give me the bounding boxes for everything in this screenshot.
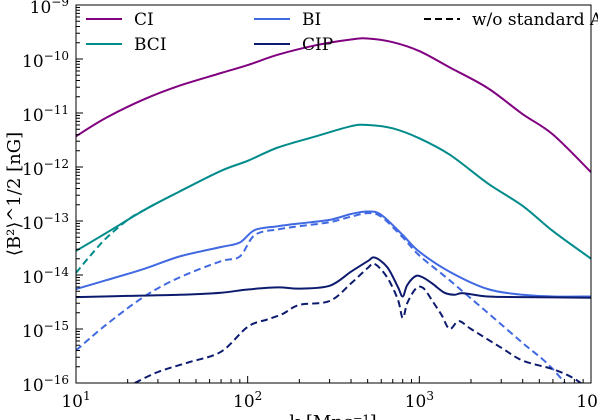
series-line-2: [76, 201, 159, 274]
legend-label: CI: [134, 10, 154, 30]
legend: CI BI w/o standard AD BCI CIP: [86, 10, 598, 55]
series-line-1: [76, 123, 591, 260]
series-line-4: [76, 212, 567, 383]
ticks-layer: 10110210310410−1610−1510−1410−1310−1210−…: [22, 0, 598, 412]
y-tick-label: 10−12: [22, 157, 69, 180]
y-tick-label: 10−10: [22, 49, 69, 72]
x-tick-label: 102: [233, 389, 262, 412]
series-line-3: [76, 210, 591, 298]
x-tick-label: 104: [576, 389, 598, 412]
legend-label: w/o standard AD: [472, 10, 598, 30]
x-tick-label: 101: [61, 389, 90, 412]
y-tick-label: 10−13: [22, 211, 69, 234]
legend-label: BCI: [134, 35, 167, 55]
legend-label: BI: [302, 10, 321, 30]
legend-label: CIP: [302, 35, 333, 55]
series-layer: [76, 37, 591, 383]
x-tick-label: 103: [405, 389, 434, 412]
y-tick-label: 10−9: [30, 0, 69, 18]
y-tick-label: 10−11: [22, 103, 69, 126]
x-axis-label: k [Mpc⁻¹]: [289, 412, 376, 420]
y-axis-label: ⟨B²⟩^1/2 [nG]: [4, 132, 25, 256]
series-line-5: [76, 256, 591, 299]
series-line-6: [134, 262, 583, 383]
series-line-0: [76, 37, 591, 173]
y-tick-label: 10−14: [22, 265, 69, 288]
y-tick-label: 10−15: [22, 319, 69, 342]
plot-frame: [75, 4, 592, 384]
